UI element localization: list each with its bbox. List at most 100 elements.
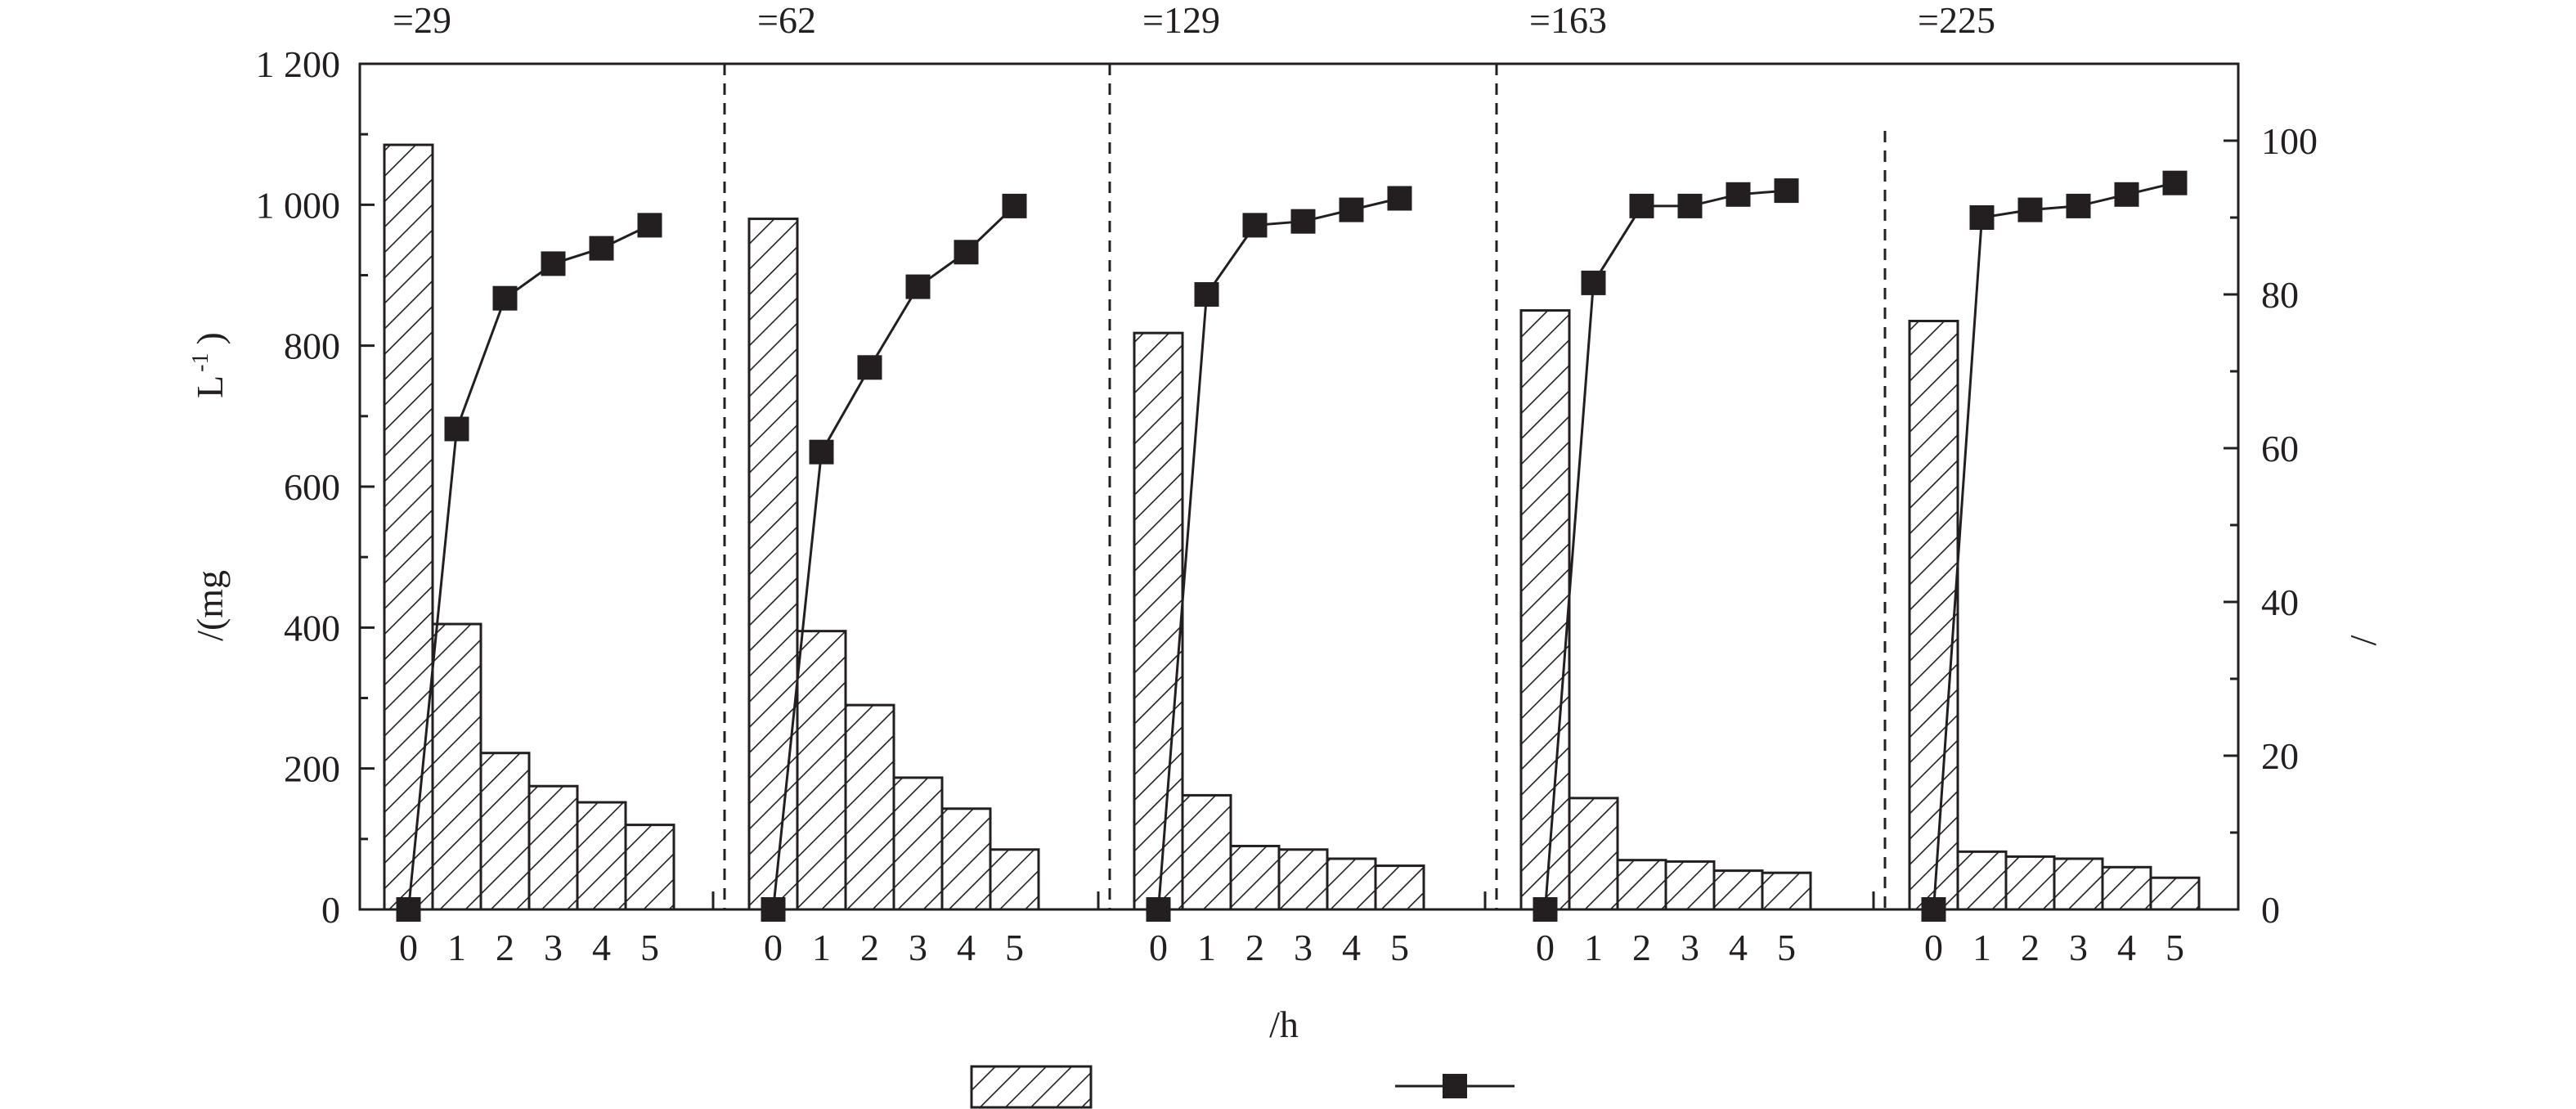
x-tick-label: 0 (764, 927, 783, 968)
line-marker (2162, 170, 2188, 195)
panel-title: =62 (757, 0, 816, 41)
legend-line-marker (1443, 1074, 1467, 1098)
bar (479, 752, 531, 911)
x-tick-label: 5 (2165, 927, 2184, 968)
x-tick-label: 4 (1729, 927, 1748, 968)
bar (844, 703, 895, 911)
x-tick-label: 3 (1294, 927, 1313, 968)
x-tick-label: 5 (1005, 927, 1024, 968)
line-marker (1677, 193, 1703, 218)
bar (1568, 797, 1619, 911)
left-axis-tick-label: 400 (284, 607, 340, 649)
bar (576, 801, 627, 911)
line-marker (637, 213, 662, 238)
x-tick-label: 1 (1972, 927, 1991, 968)
line-marker (857, 355, 882, 380)
panel-title: =129 (1142, 0, 1220, 41)
line-marker (809, 439, 834, 465)
bar (1616, 859, 1667, 911)
legend-bar-swatch (970, 1065, 1093, 1109)
x-tick-label: 3 (1681, 927, 1699, 968)
bar (1956, 850, 2008, 911)
right-axis-label: / (2342, 635, 2384, 645)
bar (383, 143, 434, 911)
left-axis-label-part: L (189, 375, 231, 398)
bar (624, 824, 675, 911)
x-tick-label: 1 (1197, 927, 1216, 968)
left-axis-tick-label: 1 000 (256, 184, 341, 226)
line-marker (492, 285, 518, 311)
x-tick-label: 2 (496, 927, 514, 968)
bar (1664, 860, 1716, 911)
line-marker (1146, 897, 1171, 922)
line-marker (1194, 282, 1219, 307)
right-axis-tick-label: 60 (2261, 428, 2299, 469)
x-tick-label: 1 (1584, 927, 1603, 968)
x-tick-label: 0 (1536, 927, 1555, 968)
x-tick-label: 2 (1632, 927, 1651, 968)
line-marker (541, 251, 566, 276)
x-tick-label: 1 (447, 927, 466, 968)
x-tick-label: 0 (399, 927, 418, 968)
left-axis-label-part: ) (189, 332, 231, 344)
left-axis-tick-label: 600 (284, 466, 340, 508)
bar (940, 807, 992, 911)
x-tick-label: 2 (860, 927, 879, 968)
x-axis-label: /h (1269, 1003, 1299, 1045)
right-axis-tick-label: 0 (2261, 889, 2280, 931)
bar (747, 218, 799, 911)
line-marker (1726, 182, 1751, 207)
line-marker (2066, 193, 2091, 218)
bar (1908, 320, 1959, 911)
panel-title: =163 (1529, 0, 1607, 41)
x-tick-label: 5 (640, 927, 659, 968)
panel-title: =29 (393, 0, 451, 41)
bars-layer (383, 143, 2201, 911)
left-axis-label-superscript: -1 (188, 353, 213, 372)
line-marker (396, 897, 421, 922)
x-tick-label: 2 (2021, 927, 2040, 968)
x-tick-label: 1 (812, 927, 831, 968)
line-marker (1969, 205, 1995, 230)
left-axis-tick-label: 0 (321, 889, 340, 931)
line-marker (1339, 197, 1364, 222)
line-marker (761, 897, 786, 922)
line-marker (1581, 270, 1606, 295)
x-tick-label: 2 (1245, 927, 1264, 968)
x-tick-label: 3 (2069, 927, 2088, 968)
line-marker (1629, 193, 1654, 218)
line-series (1932, 182, 2175, 910)
bar (1133, 331, 1184, 911)
panel-title: =225 (1918, 0, 1995, 41)
left-axis-tick-label: 800 (284, 326, 340, 367)
x-tick-label: 4 (1342, 927, 1361, 968)
line-marker (2114, 182, 2139, 207)
line-marker (1387, 186, 1412, 211)
right-axis-tick-label: 40 (2261, 581, 2299, 623)
line-marker (905, 274, 931, 299)
line-marker (954, 240, 979, 265)
bar (1229, 844, 1281, 911)
lines-layer (396, 170, 2188, 922)
x-tick-label: 3 (909, 927, 927, 968)
bar (2149, 876, 2201, 911)
x-tick-label: 0 (1924, 927, 1943, 968)
x-tick-label: 4 (2117, 927, 2136, 968)
line-marker (1774, 178, 1799, 204)
line-marker (2017, 197, 2043, 222)
bar (2004, 855, 2056, 911)
bar (1326, 857, 1377, 911)
bar (431, 622, 482, 911)
x-tick-label: 5 (1390, 927, 1409, 968)
right-axis-tick-label: 80 (2261, 274, 2299, 316)
line-marker (444, 416, 469, 442)
left-axis-tick-label: 1 200 (256, 43, 341, 85)
bar (2101, 865, 2152, 911)
left-axis-label-part: /(mg (189, 570, 231, 641)
line-marker (1533, 897, 1558, 922)
line-marker (1921, 897, 1946, 922)
bar (1761, 871, 1812, 911)
x-tick-label: 3 (544, 927, 563, 968)
